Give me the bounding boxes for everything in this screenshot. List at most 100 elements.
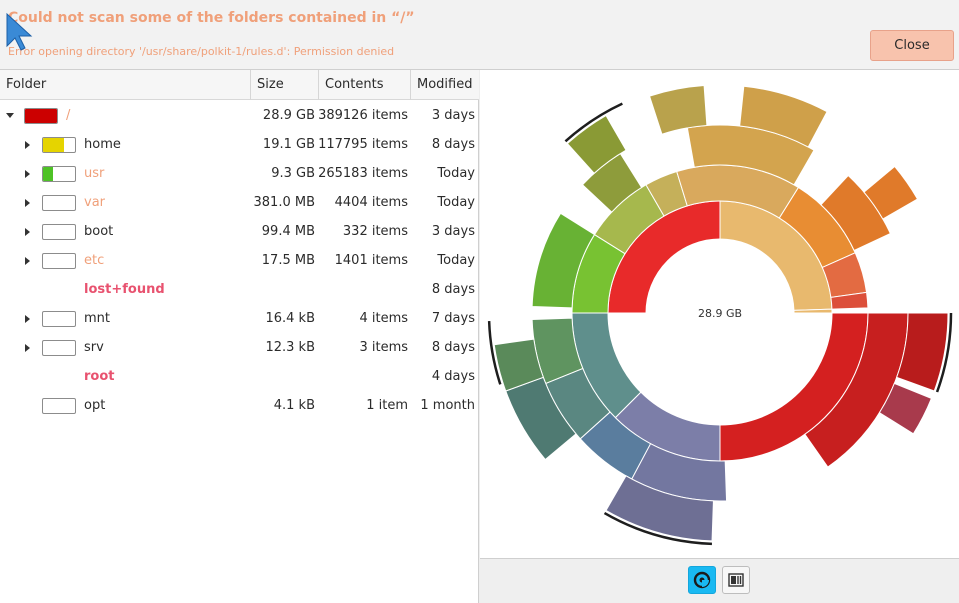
expander-right-icon[interactable] — [23, 159, 33, 188]
expander-down-icon[interactable] — [5, 101, 15, 130]
ring-segment[interactable] — [863, 165, 919, 220]
usage-bar — [42, 195, 76, 211]
folder-name: boot — [84, 224, 114, 239]
error-title: Could not scan some of the folders conta… — [8, 10, 415, 26]
tree-row[interactable]: opt 4.1 kB 1 item 1 month — [0, 391, 479, 420]
tree-row[interactable]: / 28.9 GB 389126 items 3 days — [0, 101, 479, 130]
folder-size: 19.1 GB — [262, 137, 315, 152]
folder-contents: 3 items — [359, 340, 408, 355]
tree-row[interactable]: usr 9.3 GB 265183 items Today — [0, 159, 479, 188]
folder-name: root — [84, 369, 115, 384]
folder-modified: Today — [437, 166, 475, 181]
chart-center-label: 28.9 GB — [698, 307, 742, 320]
usage-bar — [42, 166, 76, 182]
tree-row[interactable]: boot 99.4 MB 332 items 3 days — [0, 217, 479, 246]
folder-modified: Today — [437, 195, 475, 210]
rings-view-button[interactable] — [688, 566, 716, 594]
folder-contents: 1401 items — [334, 253, 408, 268]
ring-segment[interactable] — [531, 212, 596, 309]
ring-segment[interactable] — [686, 124, 815, 186]
folder-size: 99.4 MB — [261, 224, 315, 239]
ring-segment[interactable] — [648, 85, 708, 135]
tree-header: Folder Size Contents Modified — [0, 70, 479, 100]
folder-modified: 3 days — [431, 224, 475, 239]
folder-size: 381.0 MB — [253, 195, 315, 210]
usage-bar — [42, 311, 76, 327]
folder-modified: 8 days — [431, 137, 475, 152]
hidden-children-indicator — [935, 312, 953, 393]
usage-bar — [24, 108, 58, 124]
folder-size: 12.3 kB — [265, 340, 315, 355]
column-header-folder[interactable]: Folder — [0, 70, 251, 100]
folder-modified: 4 days — [431, 369, 475, 384]
rings-chart-panel: 28.9 GB — [480, 70, 959, 558]
folder-contents: 332 items — [342, 224, 408, 239]
ring-var[interactable] — [793, 308, 833, 314]
ring-segment[interactable] — [605, 475, 714, 542]
usage-bar — [42, 340, 76, 356]
folder-modified: 8 days — [431, 340, 475, 355]
folder-modified: 7 days — [431, 311, 475, 326]
chart-view-switcher — [480, 558, 959, 603]
expander-right-icon[interactable] — [23, 246, 33, 275]
column-header-modified[interactable]: Modified — [417, 77, 473, 92]
tree-row[interactable]: home 19.1 GB 117795 items 8 days — [0, 130, 479, 159]
column-header-size[interactable]: Size — [251, 70, 319, 100]
tree-row[interactable]: lost+found 8 days — [0, 275, 479, 304]
folder-name: opt — [84, 398, 106, 413]
hidden-children-indicator — [564, 102, 623, 143]
mouse-pointer-icon — [6, 12, 33, 51]
expander-right-icon[interactable] — [23, 333, 33, 362]
ring-segment[interactable] — [820, 174, 892, 252]
expander-right-icon[interactable] — [23, 130, 33, 159]
expander-right-icon[interactable] — [23, 188, 33, 217]
folder-size: 28.9 GB — [262, 108, 315, 123]
usage-bar — [42, 253, 76, 269]
folder-name: etc — [84, 253, 105, 268]
usage-bar — [42, 137, 76, 153]
folder-modified: 3 days — [431, 108, 475, 123]
ring-segment[interactable] — [493, 338, 544, 392]
tree-row[interactable]: etc 17.5 MB 1401 items Today — [0, 246, 479, 275]
folder-contents: 117795 items — [318, 137, 408, 152]
folder-size: 9.3 GB — [271, 166, 315, 181]
folder-modified: 1 month — [420, 398, 475, 413]
expander-right-icon[interactable] — [23, 304, 33, 333]
folder-modified: 8 days — [431, 282, 475, 297]
folder-name: srv — [84, 340, 104, 355]
folder-contents: 1 item — [366, 398, 408, 413]
folder-contents: 265183 items — [318, 166, 408, 181]
folder-size: 17.5 MB — [261, 253, 315, 268]
tree-row[interactable]: srv 12.3 kB 3 items 8 days — [0, 333, 479, 362]
usage-bar — [42, 398, 76, 414]
rings-chart[interactable]: 28.9 GB — [480, 70, 959, 558]
ring-segment[interactable] — [896, 312, 949, 392]
folder-size: 4.1 kB — [273, 398, 315, 413]
error-detail: Error opening directory '/usr/share/polk… — [8, 45, 395, 58]
tree-row[interactable]: root 4 days — [0, 362, 479, 391]
treemap-view-button[interactable] — [722, 566, 750, 594]
folder-name: home — [84, 137, 121, 152]
folder-name: mnt — [84, 311, 110, 326]
column-header-contents[interactable]: Contents — [319, 70, 411, 100]
ring-segment[interactable] — [566, 114, 627, 174]
expander-right-icon[interactable] — [23, 217, 33, 246]
close-button[interactable]: Close — [870, 30, 954, 61]
folder-contents: 4404 items — [334, 195, 408, 210]
error-infobar: Could not scan some of the folders conta… — [0, 0, 959, 70]
ring-segment[interactable] — [739, 85, 828, 148]
tree-row[interactable]: mnt 16.4 kB 4 items 7 days — [0, 304, 479, 333]
folder-size: 16.4 kB — [265, 311, 315, 326]
tree-row[interactable]: var 381.0 MB 4404 items Today — [0, 188, 479, 217]
folder-contents: 4 items — [359, 311, 408, 326]
ring-segment[interactable] — [581, 152, 643, 213]
folder-name: lost+found — [84, 282, 165, 297]
folder-name: usr — [84, 166, 105, 181]
usage-bar — [42, 224, 76, 240]
rings-chart-icon — [693, 571, 711, 589]
ring-segment[interactable] — [830, 291, 869, 310]
folder-name: / — [66, 108, 71, 123]
ring-segment[interactable] — [878, 382, 933, 435]
folder-contents: 389126 items — [318, 108, 408, 123]
